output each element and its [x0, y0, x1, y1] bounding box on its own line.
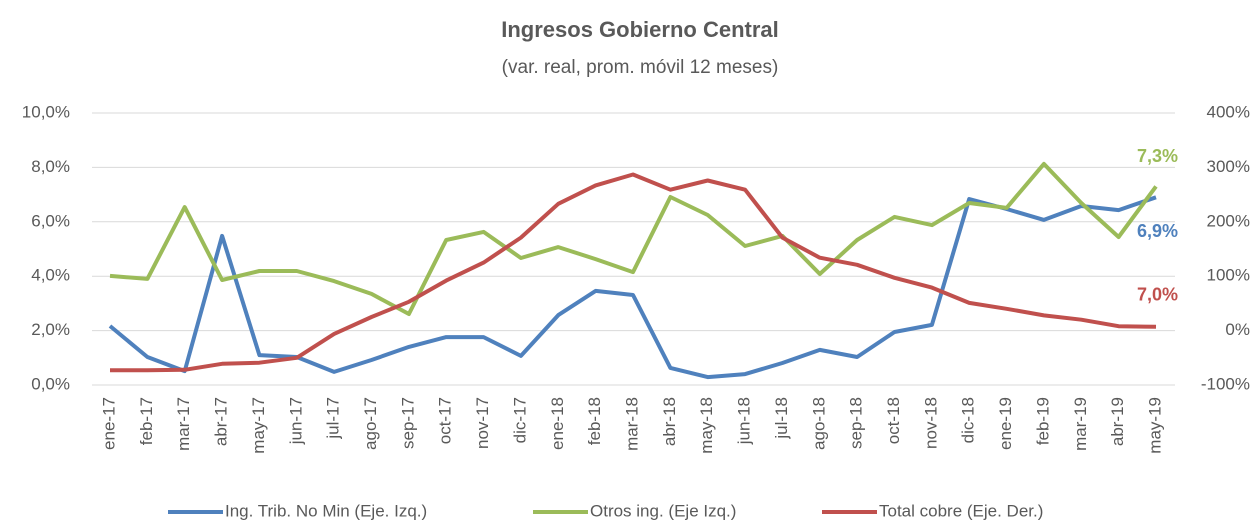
- x-tick-label: may-17: [249, 397, 268, 454]
- y-tick-label: 4,0%: [31, 266, 70, 285]
- x-tick-label: ene-19: [996, 397, 1015, 450]
- y2-tick-label: -100%: [1201, 374, 1250, 393]
- x-tick-label: abr-17: [212, 397, 231, 446]
- x-tick-label: feb-19: [1033, 397, 1052, 445]
- x-tick-label: oct-18: [884, 397, 903, 444]
- y2-tick-label: 0%: [1225, 320, 1250, 339]
- data-label: 6,9%: [1137, 221, 1178, 241]
- legend-label: Total cobre (Eje. Der.): [879, 501, 1043, 520]
- series-line: [110, 172, 1157, 373]
- y-tick-label: 6,0%: [31, 211, 70, 230]
- data-label: 7,0%: [1137, 285, 1178, 305]
- y-tick-label: 2,0%: [31, 320, 70, 339]
- x-tick-label: ene-17: [99, 397, 118, 450]
- x-tick-label: may-18: [697, 397, 716, 454]
- x-tick-label: jun-17: [286, 397, 305, 445]
- x-tick-label: dic-18: [959, 397, 978, 443]
- x-tick-label: mar-17: [174, 397, 193, 451]
- x-tick-label: abr-18: [660, 397, 679, 446]
- x-tick-label: may-19: [1145, 397, 1164, 454]
- y2-tick-label: 200%: [1207, 211, 1250, 230]
- series-line: [109, 161, 1158, 316]
- y-tick-label: 0,0%: [31, 374, 70, 393]
- x-tick-label: dic-17: [510, 397, 529, 443]
- chart-subtitle: (var. real, prom. móvil 12 meses): [502, 57, 779, 78]
- y2-tick-label: 400%: [1207, 102, 1250, 121]
- x-tick-label: nov-18: [921, 397, 940, 449]
- x-tick-label: mar-18: [622, 397, 641, 451]
- x-tick-label: jun-18: [735, 397, 754, 445]
- x-tick-label: abr-19: [1108, 397, 1127, 446]
- x-tick-label: ene-18: [548, 397, 567, 450]
- chart-title: Ingresos Gobierno Central: [501, 17, 779, 42]
- legend-label: Ing. Trib. No Min (Eje. Izq.): [225, 501, 427, 520]
- x-tick-label: ago-18: [809, 397, 828, 450]
- y-tick-label: 10,0%: [22, 102, 70, 121]
- legend-label: Otros ing. (Eje Izq.): [590, 501, 736, 520]
- x-tick-label: sep-18: [847, 397, 866, 449]
- x-tick-label: ago-17: [361, 397, 380, 450]
- series-line: [108, 195, 1157, 380]
- x-tick-label: sep-17: [398, 397, 417, 449]
- data-label: 7,3%: [1137, 146, 1178, 166]
- x-tick-label: jul-17: [324, 397, 343, 440]
- x-tick-label: nov-17: [473, 397, 492, 449]
- x-tick-label: oct-17: [436, 397, 455, 444]
- y2-tick-label: 300%: [1207, 157, 1250, 176]
- x-tick-label: jul-18: [772, 397, 791, 440]
- x-tick-label: mar-19: [1071, 397, 1090, 451]
- y-tick-label: 8,0%: [31, 157, 70, 176]
- x-tick-label: feb-17: [137, 397, 156, 445]
- y2-tick-label: 100%: [1207, 266, 1250, 285]
- x-tick-label: feb-18: [585, 397, 604, 445]
